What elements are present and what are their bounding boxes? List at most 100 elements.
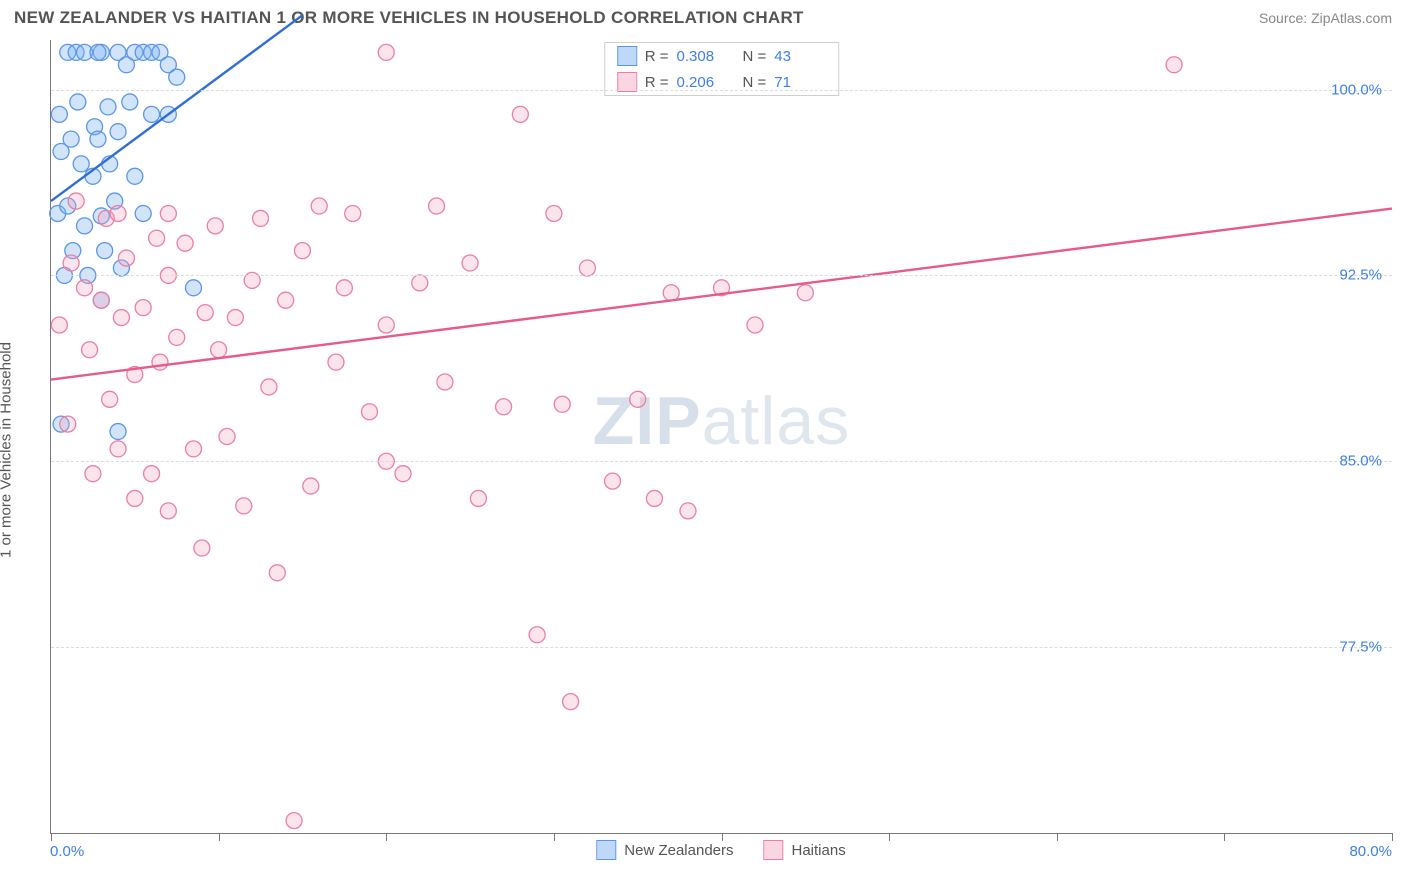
- swatch-nz-icon: [596, 840, 616, 860]
- source-label: Source: ZipAtlas.com: [1259, 10, 1392, 26]
- scatter-point: [110, 424, 126, 440]
- trend-line: [51, 15, 302, 201]
- series-label-ht: Haitians: [792, 842, 846, 859]
- scatter-point: [82, 342, 98, 358]
- scatter-point: [345, 205, 361, 221]
- scatter-point: [77, 218, 93, 234]
- scatter-point: [286, 813, 302, 829]
- scatter-point: [261, 379, 277, 395]
- scatter-point: [122, 94, 138, 110]
- scatter-point: [605, 473, 621, 489]
- scatter-point: [93, 292, 109, 308]
- r-value-nz: 0.308: [677, 48, 729, 65]
- scatter-point: [462, 255, 478, 271]
- scatter-point: [303, 478, 319, 494]
- scatter-point: [311, 198, 327, 214]
- scatter-point: [1166, 57, 1182, 73]
- scatter-point: [278, 292, 294, 308]
- scatter-point: [236, 498, 252, 514]
- x-axis-labels: 0.0% 80.0% New Zealanders Haitians: [50, 838, 1392, 860]
- x-max-label: 80.0%: [1349, 843, 1392, 860]
- scatter-point: [127, 490, 143, 506]
- scatter-point: [152, 354, 168, 370]
- x-min-label: 0.0%: [50, 843, 84, 860]
- scatter-point: [110, 205, 126, 221]
- legend-item-nz: New Zealanders: [596, 840, 733, 860]
- swatch-ht-icon: [764, 840, 784, 860]
- scatter-point: [219, 429, 235, 445]
- scatter-point: [97, 243, 113, 259]
- series-label-nz: New Zealanders: [624, 842, 733, 859]
- legend-correlation: R = 0.308 N = 43 R = 0.206 N = 71: [604, 42, 840, 96]
- scatter-point: [77, 280, 93, 296]
- scatter-point: [144, 466, 160, 482]
- scatter-point: [197, 305, 213, 321]
- scatter-point: [135, 205, 151, 221]
- scatter-point: [328, 354, 344, 370]
- scatter-point: [253, 210, 269, 226]
- scatter-point: [90, 131, 106, 147]
- scatter-point: [127, 168, 143, 184]
- chart-svg: [51, 40, 1392, 833]
- scatter-point: [429, 198, 445, 214]
- scatter-point: [144, 106, 160, 122]
- chart-title: NEW ZEALANDER VS HAITIAN 1 OR MORE VEHIC…: [14, 8, 804, 28]
- scatter-point: [470, 490, 486, 506]
- scatter-point: [160, 205, 176, 221]
- legend-item-ht: Haitians: [764, 840, 846, 860]
- r-prefix: R =: [645, 48, 669, 65]
- scatter-point: [135, 300, 151, 316]
- x-tick: [1392, 833, 1393, 841]
- r-value-ht: 0.206: [677, 74, 729, 91]
- gridline: [51, 90, 1392, 91]
- trend-line: [51, 209, 1392, 380]
- scatter-point: [361, 404, 377, 420]
- scatter-point: [680, 503, 696, 519]
- scatter-point: [378, 44, 394, 60]
- swatch-nz-icon: [617, 46, 637, 66]
- n-value-ht: 71: [774, 74, 826, 91]
- y-tick-label: 77.5%: [1339, 639, 1382, 656]
- scatter-point: [113, 310, 129, 326]
- scatter-point: [110, 441, 126, 457]
- scatter-point: [60, 416, 76, 432]
- scatter-point: [269, 565, 285, 581]
- scatter-point: [149, 230, 165, 246]
- scatter-point: [663, 285, 679, 301]
- scatter-point: [336, 280, 352, 296]
- scatter-point: [169, 329, 185, 345]
- scatter-point: [546, 205, 562, 221]
- scatter-point: [512, 106, 528, 122]
- scatter-point: [194, 540, 210, 556]
- gridline: [51, 461, 1392, 462]
- scatter-point: [211, 342, 227, 358]
- scatter-point: [563, 694, 579, 710]
- scatter-point: [579, 260, 595, 276]
- gridline: [51, 647, 1392, 648]
- scatter-point: [395, 466, 411, 482]
- legend-row-ht: R = 0.206 N = 71: [605, 69, 839, 95]
- r-prefix: R =: [645, 74, 669, 91]
- scatter-point: [85, 466, 101, 482]
- scatter-point: [227, 310, 243, 326]
- y-axis-title: 1 or more Vehicles in Household: [0, 342, 15, 558]
- n-prefix: N =: [743, 48, 767, 65]
- n-prefix: N =: [743, 74, 767, 91]
- scatter-point: [51, 106, 67, 122]
- scatter-point: [102, 391, 118, 407]
- scatter-point: [378, 317, 394, 333]
- scatter-point: [797, 285, 813, 301]
- scatter-point: [554, 396, 570, 412]
- scatter-point: [68, 193, 84, 209]
- scatter-point: [177, 235, 193, 251]
- scatter-point: [437, 374, 453, 390]
- scatter-point: [70, 94, 86, 110]
- scatter-point: [185, 441, 201, 457]
- scatter-point: [90, 44, 106, 60]
- gridline: [51, 275, 1392, 276]
- y-tick-label: 92.5%: [1339, 267, 1382, 284]
- scatter-point: [169, 69, 185, 85]
- scatter-point: [110, 124, 126, 140]
- plot-area: ZIPatlas R = 0.308 N = 43 R = 0.206 N = …: [50, 40, 1392, 834]
- scatter-point: [51, 317, 67, 333]
